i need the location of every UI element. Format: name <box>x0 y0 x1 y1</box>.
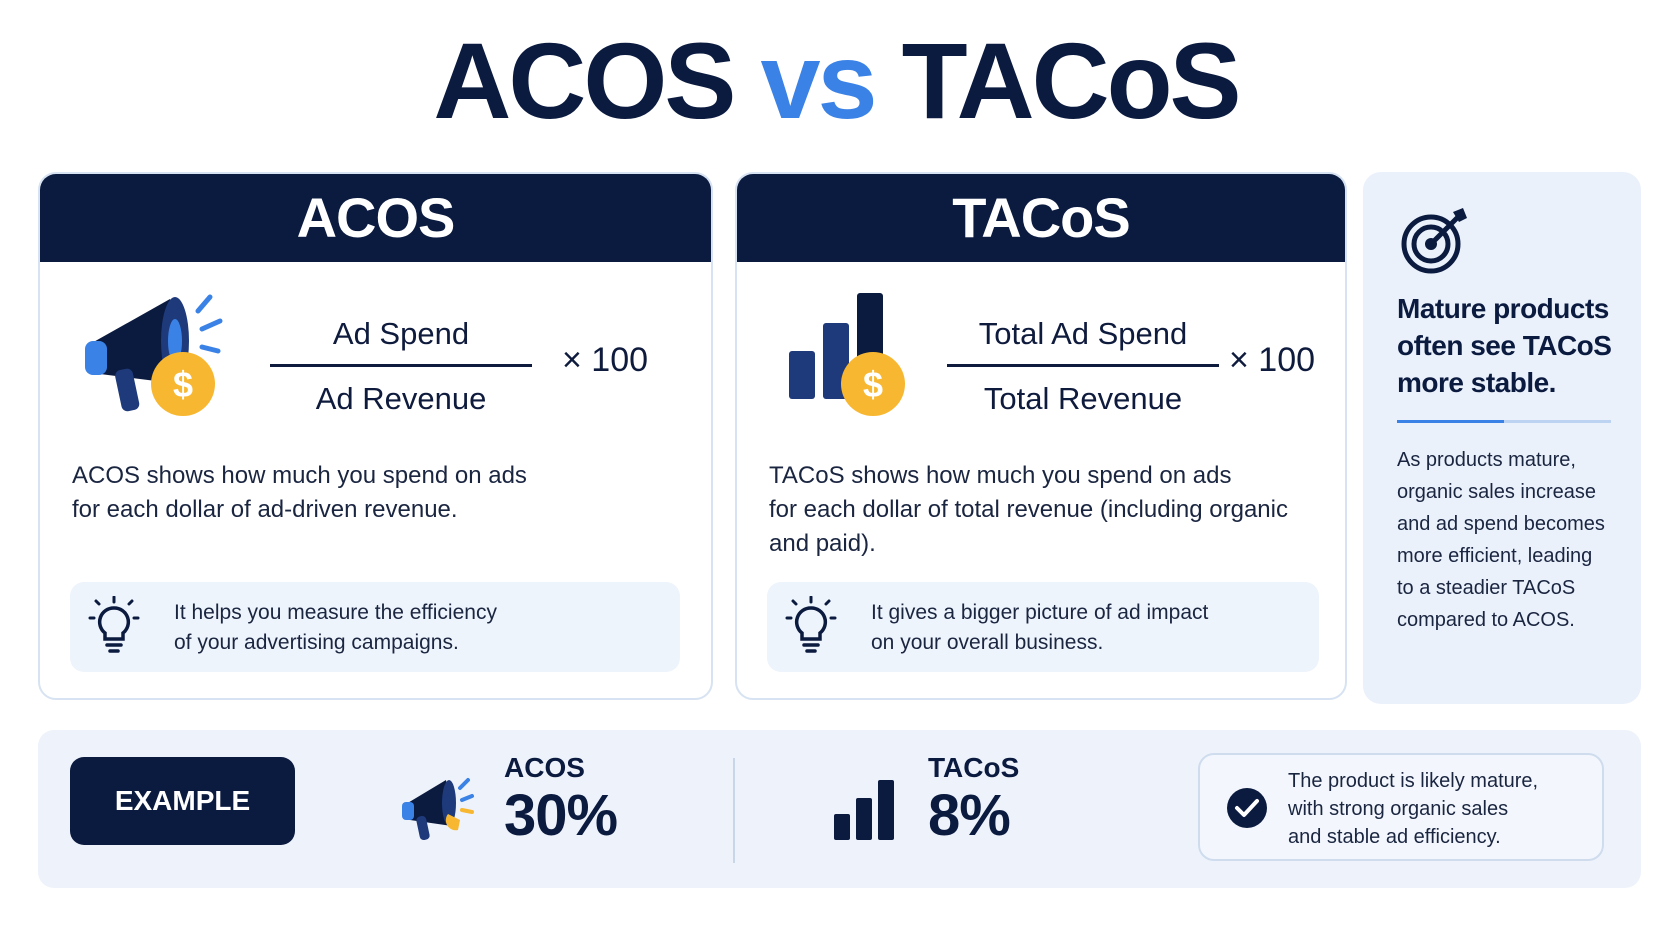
acos-formula: $ Ad Spend Ad Revenue × 100 <box>40 289 711 429</box>
tacos-tip-text: It gives a bigger picture of ad impact o… <box>871 598 1208 658</box>
example-band: EXAMPLE ACOS 30% TACoS 8% <box>38 730 1641 888</box>
lightbulb-icon <box>88 595 140 661</box>
side-heading-line: Mature products <box>1397 293 1609 324</box>
example-note-text: The product is likely mature, with stron… <box>1288 767 1538 851</box>
tacos-multiplier: × 100 <box>1229 341 1316 379</box>
example-note-line: with strong organic sales <box>1288 798 1509 820</box>
example-acos-label: ACOS <box>504 752 585 783</box>
tacos-numerator: Total Ad Spend <box>978 316 1188 351</box>
example-acos: ACOS 30% <box>504 752 618 848</box>
acos-card-header: ACOS <box>40 174 711 262</box>
example-label: EXAMPLE <box>70 757 295 845</box>
side-text-line: to a steadier TACoS <box>1397 577 1576 599</box>
tacos-tip: It gives a bigger picture of ad impact o… <box>767 582 1319 672</box>
page-title: ACOS vs TACoS <box>0 20 1672 141</box>
example-note-line: The product is likely mature, <box>1288 770 1539 792</box>
side-text: As products mature, organic sales increa… <box>1397 444 1627 636</box>
acos-tip: It helps you measure the efficiency of y… <box>70 582 680 672</box>
title-acos: ACOS <box>433 20 736 141</box>
megaphone-dollar-icon: $ <box>80 289 230 424</box>
example-tacos-label: TACoS <box>928 752 1020 783</box>
megaphone-icon <box>400 774 476 851</box>
svg-text:$: $ <box>173 364 193 405</box>
example-note-line: and stable ad efficiency. <box>1288 826 1501 848</box>
side-text-line: and ad spend becomes <box>1397 513 1605 535</box>
acos-tip-line: It helps you measure the efficiency <box>174 601 497 624</box>
side-text-line: organic sales increase <box>1397 481 1596 503</box>
acos-denominator: Ad Revenue <box>315 381 487 416</box>
check-circle-icon <box>1226 787 1268 834</box>
tacos-card: TACoS $ Total Ad Spend Total Revenue × 1… <box>735 172 1347 700</box>
side-heading: Mature products often see TACoS more sta… <box>1397 290 1637 401</box>
tacos-description: TACoS shows how much you spend on ads fo… <box>769 459 1329 561</box>
tacos-denominator: Total Revenue <box>983 381 1183 416</box>
target-icon <box>1401 204 1473 281</box>
acos-card: ACOS $ Ad Spend Ad Revenue × 100 ACOS sh… <box>38 172 713 700</box>
side-heading-line: often see TACoS <box>1397 330 1612 361</box>
acos-tip-line: of your advertising campaigns. <box>174 631 459 654</box>
acos-multiplier: × 100 <box>562 341 649 379</box>
side-divider <box>1397 420 1611 423</box>
fraction-bar <box>947 364 1219 367</box>
side-text-line: more efficient, leading <box>1397 545 1593 567</box>
tacos-tip-line: It gives a bigger picture of ad impact <box>871 601 1209 624</box>
example-acos-value: 30% <box>504 783 618 848</box>
example-divider <box>733 758 735 863</box>
example-tacos: TACoS 8% <box>928 752 1019 848</box>
tacos-description-line: for each dollar of total revenue (includ… <box>769 496 1288 523</box>
bar-chart-dollar-icon: $ <box>785 289 915 424</box>
tacos-tip-line: on your overall business. <box>871 631 1104 654</box>
svg-text:$: $ <box>863 364 883 405</box>
tacos-description-line: and paid). <box>769 530 876 557</box>
acos-numerator: Ad Spend <box>332 316 470 351</box>
acos-tip-text: It helps you measure the efficiency of y… <box>174 598 497 658</box>
tacos-formula: $ Total Ad Spend Total Revenue × 100 <box>737 289 1345 429</box>
side-panel: Mature products often see TACoS more sta… <box>1363 172 1641 704</box>
tacos-card-header: TACoS <box>737 174 1345 262</box>
acos-fraction: Ad Spend Ad Revenue <box>270 314 532 419</box>
tacos-fraction: Total Ad Spend Total Revenue <box>947 314 1219 419</box>
title-tacos: TACoS <box>901 20 1242 141</box>
example-note: The product is likely mature, with stron… <box>1198 753 1604 861</box>
acos-description-line: for each dollar of ad-driven revenue. <box>72 496 458 523</box>
bar-chart-icon <box>832 776 898 847</box>
example-tacos-value: 8% <box>928 783 1011 848</box>
side-text-line: As products mature, <box>1397 449 1576 471</box>
side-text-line: compared to ACOS. <box>1397 609 1575 631</box>
title-vs: vs <box>760 20 877 141</box>
side-heading-line: more stable. <box>1397 367 1556 398</box>
fraction-bar <box>270 364 532 367</box>
tacos-description-line: TACoS shows how much you spend on ads <box>769 462 1232 489</box>
lightbulb-icon <box>785 595 837 661</box>
acos-description: ACOS shows how much you spend on ads for… <box>72 459 682 527</box>
acos-description-line: ACOS shows how much you spend on ads <box>72 462 527 489</box>
